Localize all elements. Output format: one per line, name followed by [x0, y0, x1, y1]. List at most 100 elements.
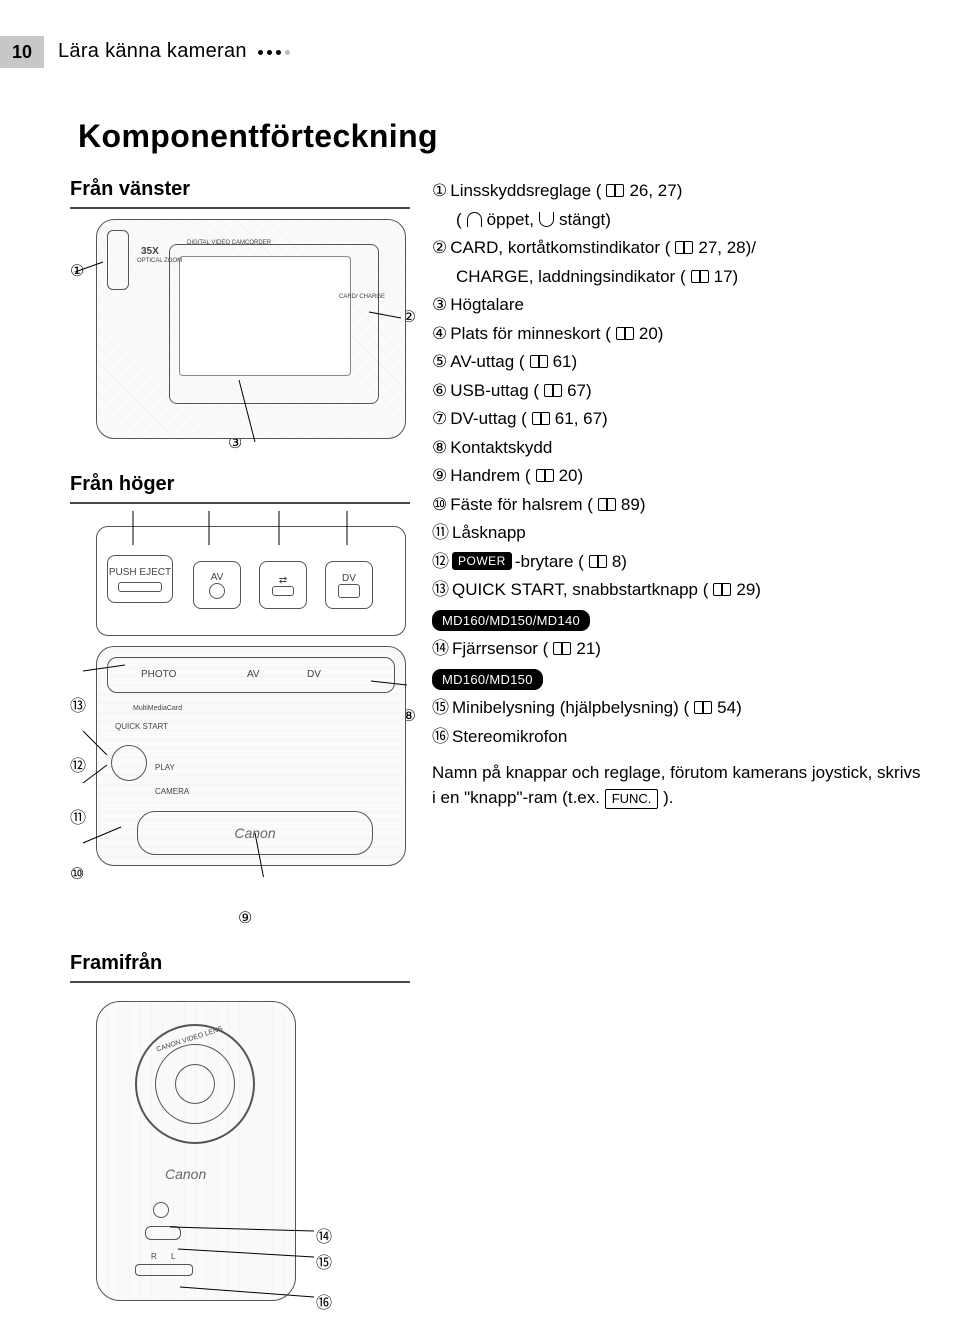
list-item: ⑥ USB-uttag ( 67)	[432, 378, 922, 404]
item-text: CHARGE, laddningsindikator (	[456, 264, 686, 290]
rule	[70, 207, 410, 209]
list-item: ⑫ POWER-brytare ( 8)	[432, 549, 922, 575]
page-number: 10	[12, 42, 32, 63]
list-item: ⑭ Fjärrsensor ( 21)	[432, 636, 922, 662]
manual-ref-icon	[694, 701, 712, 714]
item-text: Linsskyddsreglage (	[450, 178, 601, 204]
item-ref: 29)	[736, 577, 761, 603]
dv-label: DV	[342, 573, 356, 584]
list-item: ⑤ AV-uttag ( 61)	[432, 349, 922, 375]
item-text: CARD, kortåtkomstindikator (	[450, 235, 670, 261]
item-number: ④	[432, 321, 447, 347]
list-item: ③ Högtalare	[432, 292, 922, 318]
av-label: AV	[211, 572, 224, 583]
label-from-right: Från höger	[70, 473, 410, 496]
item-text: Handrem (	[450, 463, 530, 489]
label-from-front: Framifrån	[70, 952, 410, 975]
item-number: ⑦	[432, 406, 447, 432]
diagram-right-view: ④ ⑤ ⑥ ⑦ PUSH EJECT AV ⇄ DV ⑧ ⑨ ⑩ ⑪	[70, 526, 410, 926]
item-text: -brytare (	[515, 549, 584, 575]
rule	[70, 502, 410, 504]
item-number: ⑨	[432, 463, 447, 489]
item-number: ⑬	[432, 577, 449, 603]
manual-ref-icon	[713, 583, 731, 596]
item-ref: 89)	[621, 492, 646, 518]
manual-ref-icon	[606, 184, 624, 197]
item-text: (	[456, 207, 462, 233]
item-ref: 61)	[553, 349, 578, 375]
optical-text: OPTICAL ZOOM	[137, 258, 182, 264]
item-ref: 17)	[714, 264, 739, 290]
callout-9: ⑨	[238, 908, 252, 928]
item-text: QUICK START, snabbstartknapp (	[452, 577, 708, 603]
diagram-front-view: CANON VIDEO LENS Canon R L ⑭ ⑮ ⑯	[70, 1001, 410, 1341]
diagram-left-view: ① ② ③ 35X OPTICAL ZOOM DIGITAL VIDEO CAM…	[70, 219, 410, 459]
item-number: ①	[432, 178, 447, 204]
item-number: ⑧	[432, 435, 447, 461]
list-item: ⑪ Låsknapp	[432, 520, 922, 546]
manual-ref-icon	[691, 270, 709, 283]
component-list: ① Linsskyddsreglage ( 26, 27) ( öppet, st…	[432, 178, 922, 810]
list-item: ⑩ Fäste för halsrem ( 89)	[432, 492, 922, 518]
item-number: ③	[432, 292, 447, 318]
card-charge-text: CARD/ CHARGE	[339, 294, 385, 300]
item-text: Fjärrsensor (	[452, 636, 548, 662]
item-number: ⑩	[432, 492, 447, 518]
header-dots	[258, 50, 290, 55]
note-paragraph: Namn på knappar och reglage, förutom kam…	[432, 761, 922, 810]
close-text: stängt)	[559, 207, 611, 233]
label-from-left: Från vänster	[70, 178, 410, 201]
manual-ref-icon	[530, 355, 548, 368]
list-item: ( öppet, stängt)	[432, 207, 922, 233]
item-text: AV-uttag (	[450, 349, 524, 375]
section-title: Komponentförteckning	[78, 118, 438, 155]
manual-ref-icon	[616, 327, 634, 340]
zoom-text: 35X	[141, 246, 159, 257]
note-text-b: ).	[663, 788, 673, 807]
callout-1: ①	[70, 261, 84, 281]
rule	[70, 981, 410, 983]
list-item: ⑮ Minibelysning (hjälpbelysning) ( 54)	[432, 695, 922, 721]
item-ref: 27, 28)/	[698, 235, 756, 261]
item-number: ⑯	[432, 724, 449, 750]
diagram-column: Från vänster ① ② ③ 35X OPTICAL ZOOM DIGI…	[70, 178, 410, 1341]
item-text: Minibelysning (hjälpbelysning) (	[452, 695, 689, 721]
list-item: ⑨ Handrem ( 20)	[432, 463, 922, 489]
func-badge: FUNC.	[605, 789, 659, 810]
note-text-a: Namn på knappar och reglage, förutom kam…	[432, 763, 920, 807]
power-badge: POWER	[452, 552, 512, 570]
item-text: Låsknapp	[452, 520, 526, 546]
manual-ref-icon	[598, 498, 616, 511]
item-text: Högtalare	[450, 292, 524, 318]
item-ref: 20)	[559, 463, 584, 489]
list-item: ⑯ Stereomikrofon	[432, 724, 922, 750]
usb-label: ⇄	[279, 575, 287, 586]
open-icon	[467, 212, 482, 227]
item-number: ②	[432, 235, 447, 261]
item-text: USB-uttag (	[450, 378, 539, 404]
item-number: ⑪	[432, 520, 449, 546]
item-number: ⑥	[432, 378, 447, 404]
item-text: DV-uttag (	[450, 406, 527, 432]
manual-ref-icon	[589, 555, 607, 568]
item-ref: 26, 27)	[629, 178, 682, 204]
item-ref: 8)	[612, 549, 627, 575]
list-item: MD160/MD150/MD140	[432, 606, 922, 634]
list-item: ⑦ DV-uttag ( 61, 67)	[432, 406, 922, 432]
page-number-box: 10	[0, 36, 44, 68]
manual-ref-icon	[532, 412, 550, 425]
list-item: ⑧ Kontaktskydd	[432, 435, 922, 461]
item-ref: 21)	[576, 636, 601, 662]
item-number: ⑭	[432, 636, 449, 662]
model-pill: MD160/MD150/MD140	[432, 610, 590, 632]
model-pill: MD160/MD150	[432, 669, 543, 691]
list-item: CHARGE, laddningsindikator ( 17)	[432, 264, 922, 290]
leader-lines-right	[71, 637, 417, 877]
item-number: ⑤	[432, 349, 447, 375]
item-number: ⑫	[432, 549, 449, 575]
leader-lines-front	[70, 1001, 350, 1341]
item-text: Fäste för halsrem (	[450, 492, 593, 518]
item-ref: 20)	[639, 321, 664, 347]
list-item: MD160/MD150	[432, 665, 922, 693]
close-icon	[539, 212, 554, 227]
